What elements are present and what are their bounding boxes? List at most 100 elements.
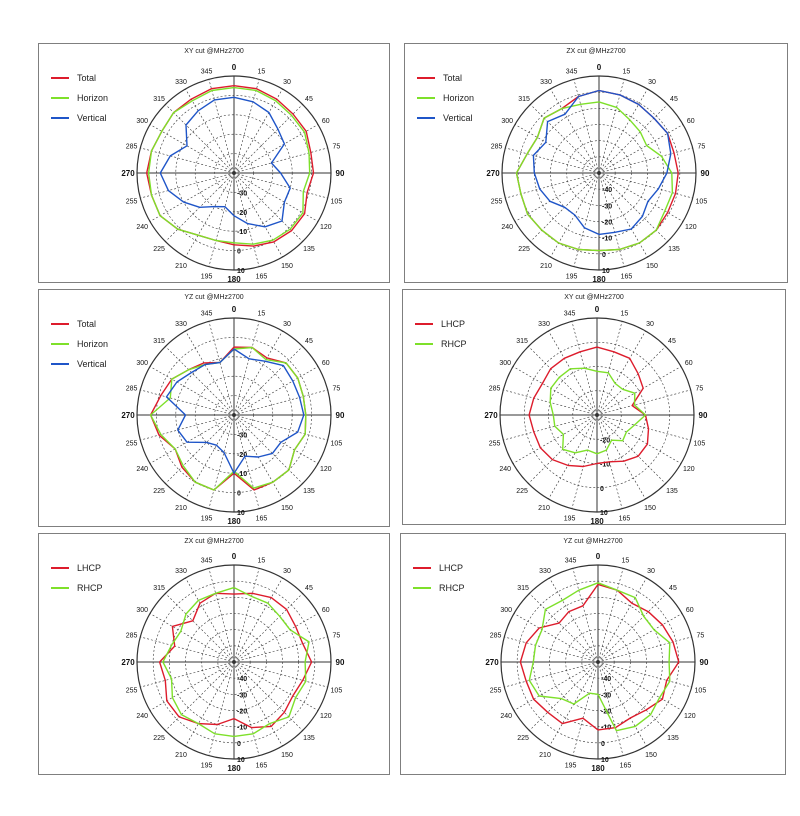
grid-spoke (572, 661, 599, 756)
legend: LHCP RHCP (51, 558, 103, 598)
grid-spoke (233, 414, 319, 464)
radial-tick-label: -40 (602, 187, 612, 194)
grid-spoke (548, 330, 598, 416)
grid-spoke (233, 124, 319, 174)
grid-spoke (549, 577, 599, 663)
chart-title: ZX cut @MHz2700 (184, 538, 244, 545)
grid-spoke (596, 366, 682, 416)
radial-tick-label: -20 (601, 709, 611, 716)
grid-spoke (140, 414, 235, 441)
angle-tick-label: 165 (620, 762, 632, 769)
angle-tick-label: 15 (258, 311, 266, 318)
grid-spoke (185, 577, 235, 663)
grid-spoke (165, 346, 235, 416)
series-line-horizon (147, 86, 311, 245)
grid-spoke (597, 577, 647, 663)
angle-tick-label: 60 (322, 118, 330, 125)
angle-tick-label: 225 (517, 735, 529, 742)
angle-tick-label: 75 (332, 144, 340, 151)
angle-tick-label: 90 (700, 658, 709, 667)
legend: LHCP RHCP (415, 314, 467, 354)
chart-panel-4: XY cut @MHz2700 LHCP RHCP 0 15 30 45 60 75 90 1… (402, 289, 786, 525)
grid-spoke (149, 661, 235, 711)
angle-tick-label: 60 (687, 118, 695, 125)
angle-tick-label: 15 (258, 558, 266, 565)
legend-swatch (51, 363, 69, 365)
angle-tick-label: 270 (121, 411, 135, 420)
angle-tick-label: 75 (332, 633, 340, 640)
grid-spoke (233, 661, 319, 711)
grid-spoke (208, 321, 235, 416)
radial-tick-label: 10 (237, 757, 245, 764)
grid-spoke (571, 414, 598, 509)
angle-tick-label: 165 (256, 515, 268, 522)
legend-item: Horizon (51, 88, 108, 108)
angle-tick-label: 75 (695, 386, 703, 393)
grid-spoke (597, 661, 647, 747)
angle-tick-label: 165 (619, 515, 631, 522)
angle-tick-label: 225 (153, 735, 165, 742)
angle-tick-label: 90 (336, 658, 345, 667)
angle-tick-label: 120 (320, 713, 332, 720)
radial-tick-label: -10 (602, 236, 612, 243)
radial-tick-label: -30 (601, 692, 611, 699)
grid-spoke (185, 661, 235, 747)
radial-tick-label: 0 (600, 486, 604, 493)
angle-tick-label: 0 (596, 552, 601, 561)
angle-tick-label: 30 (283, 79, 291, 86)
legend-label: Horizon (77, 93, 109, 103)
grid-spoke (233, 172, 283, 258)
grid-spoke (528, 346, 598, 416)
legend: LHCP RHCP (413, 558, 465, 598)
grid-spoke (513, 661, 599, 711)
grid-spoke (573, 172, 600, 267)
legend-item: LHCP (413, 558, 465, 578)
angle-tick-label: 270 (121, 169, 135, 178)
angle-tick-label: 300 (499, 360, 511, 367)
series-line-horizon (515, 101, 674, 252)
radial-tick-label: -20 (237, 210, 247, 217)
angle-tick-label: 90 (701, 169, 710, 178)
grid-spoke (233, 661, 283, 747)
radial-tick-label: 10 (237, 268, 245, 275)
grid-spoke (208, 172, 235, 267)
grid-spoke (596, 414, 682, 464)
angle-tick-label: 240 (501, 224, 513, 231)
legend-swatch (51, 567, 69, 569)
grid-spoke (149, 172, 235, 222)
angle-tick-label: 105 (695, 687, 707, 694)
radial-tick-label: -20 (237, 452, 247, 459)
grid-spoke (598, 104, 668, 174)
grid-spoke (530, 104, 600, 174)
grid-spoke (233, 661, 303, 731)
grid-spoke (233, 577, 283, 663)
angle-tick-label: 165 (256, 273, 268, 280)
grid-spoke (596, 321, 623, 416)
legend-label: RHCP (441, 339, 467, 349)
angle-tick-label: 315 (153, 96, 165, 103)
angle-tick-label: 255 (126, 440, 138, 447)
angle-tick-label: 180 (227, 275, 241, 283)
grid-spoke (149, 414, 235, 464)
angle-tick-label: 345 (564, 311, 576, 318)
angle-tick-label: 330 (539, 568, 551, 575)
legend-swatch (51, 77, 69, 79)
legend-item: Total (51, 314, 108, 334)
angle-tick-label: 135 (666, 488, 678, 495)
series-line-rhcp (528, 582, 671, 732)
chart-panel-3: YZ cut @MHz2700 Total Horizon Vertical 0… (38, 289, 390, 527)
angle-tick-label: 285 (126, 386, 138, 393)
angle-tick-label: 45 (305, 585, 313, 592)
angle-tick-label: 150 (645, 752, 657, 759)
grid-spoke (185, 172, 235, 258)
grid-spoke (597, 636, 692, 663)
angle-tick-label: 285 (126, 144, 138, 151)
series-line-rhcp (162, 586, 310, 738)
angle-tick-label: 180 (591, 764, 605, 773)
legend-item: RHCP (413, 578, 465, 598)
radial-tick-label: -30 (602, 203, 612, 210)
angle-tick-label: 210 (175, 752, 187, 759)
polar-plot: 0 15 30 45 60 75 90 105 120 135 150 165 180 195 210 225… (484, 305, 708, 524)
radial-tick-label: 0 (237, 741, 241, 748)
legend-swatch (51, 587, 69, 589)
